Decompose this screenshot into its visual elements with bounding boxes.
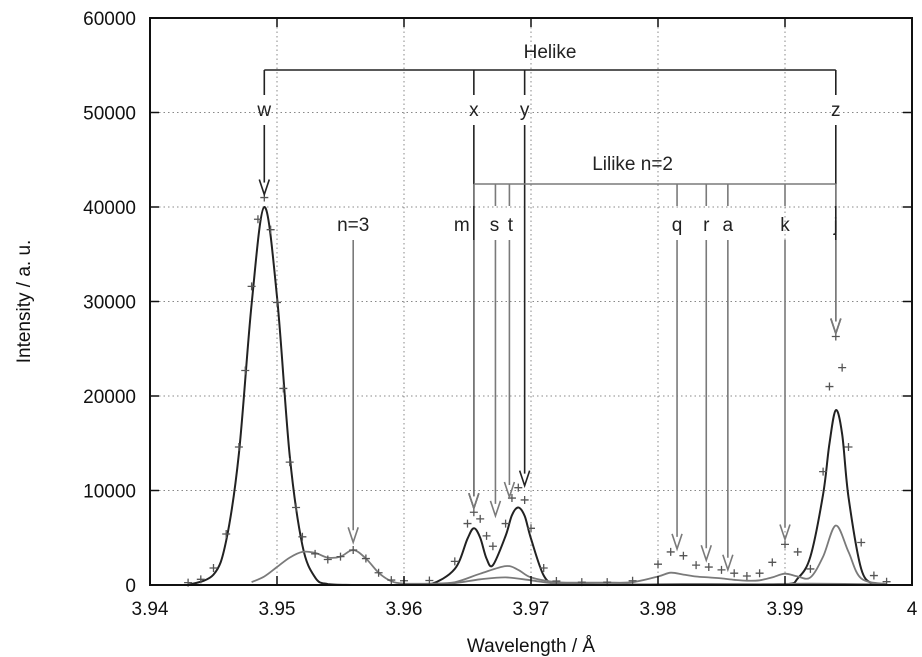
y-tick-label: 30000: [83, 293, 136, 314]
data-point: [679, 551, 688, 560]
data-point: [628, 576, 637, 585]
data-point: [463, 519, 472, 528]
data-point: [298, 532, 307, 541]
lilike-arrow-m-head: [468, 493, 480, 511]
data-point: [838, 363, 847, 372]
helike-label: Helike: [524, 42, 577, 63]
data-point: [806, 564, 815, 573]
y-tick-label: 60000: [83, 9, 136, 30]
x-tick-label: 3.97: [513, 599, 550, 620]
lilike-arrow-j-head: [830, 318, 842, 336]
data-point: [844, 443, 853, 452]
lilike-line-label-a: a: [723, 215, 734, 236]
data-point: [488, 542, 497, 551]
data-point: [514, 483, 523, 492]
data-point: [742, 572, 751, 581]
axis-ticks: 3.94 3.95 3.96 3.97 3.98 3.99 4 0 10000 20000 3000…: [83, 9, 918, 620]
x-tick-label: 3.99: [767, 599, 804, 620]
helike-line-label-y: y: [520, 100, 530, 121]
data-point: [279, 384, 288, 393]
data-point: [234, 443, 243, 452]
helike-line-label-z: z: [831, 100, 841, 121]
data-point: [266, 225, 275, 234]
y-tick-label: 0: [125, 576, 136, 597]
n3-arrow-head: [347, 527, 359, 545]
data-point: [704, 563, 713, 572]
lilike-arrow-a-head: [722, 554, 734, 573]
lilike-arrow-t-head: [503, 481, 516, 500]
data-point: [527, 524, 535, 533]
data-point: [654, 560, 662, 569]
data-point: [819, 467, 828, 476]
lilike-line-label-j: j: [833, 215, 838, 236]
data-point: [450, 557, 459, 566]
data-point: [361, 554, 370, 563]
x-tick-label: 3.94: [132, 599, 169, 620]
data-point: [349, 546, 358, 555]
lilike-line-label-s: s: [490, 215, 500, 236]
data-point: [666, 547, 675, 556]
x-tick-label: 3.98: [640, 599, 677, 620]
data-point: [209, 563, 218, 572]
data-point: [247, 282, 256, 291]
x-tick-label: 3.95: [259, 599, 296, 620]
y-tick-label: 40000: [83, 198, 136, 219]
data-point: [755, 569, 764, 578]
data-point: [476, 514, 485, 523]
data-point: [501, 519, 510, 528]
lilike-line-label-k: k: [780, 215, 790, 236]
data-point: [692, 561, 701, 570]
lilike-line-label-q: q: [672, 215, 683, 236]
lilike-line-label-r: r: [703, 215, 710, 236]
n3-label: n=3: [337, 215, 369, 236]
lilike-arrow-k-head: [779, 524, 791, 543]
data-point: [793, 547, 802, 556]
data-point: [222, 529, 231, 538]
lilike-arrow-q-head: [671, 533, 683, 552]
data-point: [292, 503, 301, 512]
data-point: [857, 538, 866, 547]
data-point: [336, 552, 345, 561]
lilike-arrow-s-head: [489, 500, 502, 519]
helike-line-label-w: w: [256, 100, 271, 121]
data-point: [825, 382, 834, 391]
data-point: [520, 495, 529, 504]
data-point: [323, 555, 332, 564]
lilike-line-label-t: t: [508, 215, 514, 236]
data-point: [869, 571, 878, 580]
data-point: [717, 565, 726, 574]
data-point: [730, 569, 739, 578]
data-point: [425, 576, 434, 585]
data-point: [374, 568, 383, 577]
data-point: [241, 366, 250, 375]
y-tick-label: 10000: [83, 482, 136, 503]
lilike-arrow-r-head: [700, 545, 713, 563]
data-point: [273, 298, 281, 307]
y-tick-label: 50000: [83, 104, 136, 125]
x-tick-label: 4: [907, 599, 918, 620]
data-point: [311, 549, 320, 558]
data-point: [253, 215, 262, 224]
data-point: [196, 575, 205, 584]
x-tick-label: 3.96: [386, 599, 423, 620]
helike-arrow-y-head: [518, 470, 531, 489]
data-point: [285, 458, 294, 467]
data-point: [482, 531, 491, 540]
y-axis-title: Intensity / a. u.: [14, 240, 35, 364]
fit-curve-2: [251, 524, 887, 585]
measured-data-markers: [184, 193, 891, 587]
data-point: [387, 576, 396, 585]
lilike-line-label-m: m: [454, 215, 470, 236]
x-axis-title: Wavelength / Å: [467, 636, 595, 657]
helike-line-label-x: x: [469, 100, 479, 121]
data-point: [539, 563, 548, 572]
helike-arrow-w-head: [258, 179, 271, 198]
lilike-label: Lilike n=2: [592, 154, 673, 175]
line-annotations: Helike w x y z Lilike n=2 m s t q r a k j n=3: [256, 42, 842, 573]
y-tick-label: 20000: [83, 387, 136, 408]
data-point: [768, 558, 777, 567]
data-point: [552, 577, 561, 586]
